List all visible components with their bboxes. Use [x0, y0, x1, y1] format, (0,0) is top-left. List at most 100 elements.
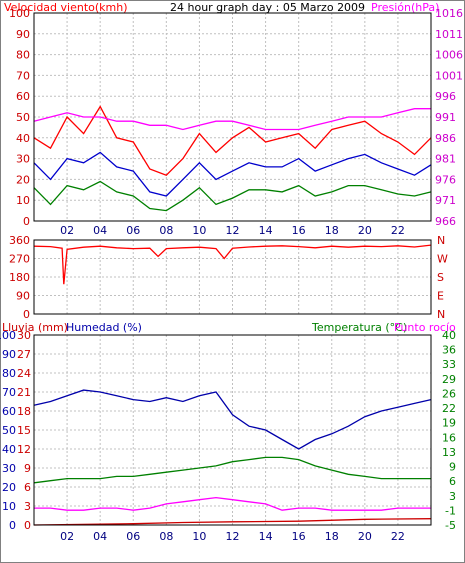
temperature-tick-label: 9 — [449, 461, 456, 474]
pressure-y-ticks: 966 971 976 981 986 991 996 1001 1006 1011 1016 — [435, 7, 463, 228]
x-tick-label: 10 — [192, 530, 206, 543]
temperature-tick-label: 13 — [442, 446, 456, 459]
x-tick-label: 06 — [126, 530, 140, 543]
temperature-tick-label: 33 — [442, 358, 456, 371]
direction-plot-frame — [33, 239, 432, 315]
temperature-tick-label: -5 — [445, 519, 456, 532]
wind-average-line — [33, 151, 432, 197]
temperature-tick-label: 36 — [442, 344, 456, 357]
humidity-tick-label: 50 — [2, 424, 16, 437]
temperature-tick-label: 26 — [442, 387, 456, 400]
wind-tick-label: 70 — [16, 69, 30, 82]
x-tick-label: 16 — [292, 224, 306, 237]
wind-direction-line — [33, 244, 432, 285]
pressure-tick-label: 991 — [435, 111, 456, 124]
pressure-tick-label: 986 — [435, 132, 456, 145]
lower-x-ticks: 02 04 06 08 10 12 14 16 18 20 22 — [60, 530, 405, 543]
rain-tick-label: 27 — [17, 348, 31, 361]
wind-plot-frame — [33, 12, 432, 222]
direction-tick-label: 270 — [9, 253, 30, 266]
x-tick-label: 16 — [292, 530, 306, 543]
rain-axis-title: Lluvia (mm) — [2, 321, 68, 334]
pressure-tick-label: 976 — [435, 173, 456, 186]
humidity-tick-label: 10 — [2, 500, 16, 513]
rain-tick-label: 9 — [24, 462, 31, 475]
wind-tick-label: 100 — [9, 7, 30, 20]
direction-grid — [34, 240, 431, 314]
wind-tick-label: 10 — [16, 194, 30, 207]
temperature-tick-label: 22 — [442, 402, 456, 415]
wind-tick-label: 90 — [16, 28, 30, 41]
x-tick-label: 08 — [159, 224, 173, 237]
rain-tick-label: 0 — [24, 519, 31, 532]
humidity-tick-label: 70 — [2, 386, 16, 399]
x-tick-label: 22 — [391, 530, 405, 543]
wind-y-ticks: 0 10 20 30 40 50 60 70 80 90 100 — [9, 7, 30, 228]
wind-tick-label: 60 — [16, 90, 30, 103]
x-tick-label: 10 — [192, 224, 206, 237]
pressure-tick-label: 966 — [435, 215, 456, 228]
wind-gust-line — [33, 105, 432, 176]
x-tick-label: 22 — [391, 224, 405, 237]
pressure-line — [33, 108, 431, 131]
wind-pressure-panel: 0 10 20 30 40 50 60 70 80 90 100 966 971 976 981 986 99… — [9, 7, 463, 237]
temperature-axis-title: Temperatura (°C) — [311, 321, 407, 334]
lower-plot-area — [34, 335, 431, 525]
x-tick-label: 04 — [93, 530, 107, 543]
pressure-tick-label: 981 — [435, 153, 456, 166]
temperature-tick-label: 6 — [449, 475, 456, 488]
x-tick-label: 04 — [93, 224, 107, 237]
lower-plot-frame — [33, 334, 432, 526]
rain-tick-label: 18 — [17, 405, 31, 418]
direction-tick-label: 180 — [9, 271, 30, 284]
wind-tick-label: 20 — [16, 173, 30, 186]
wind-tick-label: 0 — [23, 215, 30, 228]
pressure-tick-label: 971 — [435, 194, 456, 207]
wind-low-line — [33, 180, 432, 212]
humidity-tick-label: 60 — [2, 405, 16, 418]
rain-tick-label: 15 — [17, 424, 31, 437]
rain-tick-label: 6 — [24, 481, 31, 494]
rain-tick-label: 30 — [17, 329, 31, 342]
pressure-axis-title: Presión(hPa) — [371, 1, 439, 14]
humidity-axis-title: Humedad (%) — [66, 321, 142, 334]
x-tick-label: 18 — [325, 530, 339, 543]
temperature-tick-label: 3 — [449, 490, 456, 503]
pressure-tick-label: 1016 — [435, 7, 463, 20]
wind-axis-title: Velocidad viento(kmh) — [4, 1, 128, 14]
temperature-tick-label: 40 — [442, 329, 456, 342]
temperature-line — [33, 456, 431, 484]
x-tick-label: 20 — [358, 530, 372, 543]
humidity-tick-label: 90 — [2, 348, 16, 361]
x-tick-label: 02 — [60, 224, 74, 237]
x-tick-label: 08 — [159, 530, 173, 543]
humidity-tick-label: 20 — [2, 481, 16, 494]
direction-y-ticks: 0 90 180 270 360 — [9, 234, 30, 321]
direction-tick-label: 90 — [16, 290, 30, 303]
humidity-tick-label: 40 — [2, 443, 16, 456]
compass-tick-label: E — [437, 290, 444, 303]
x-tick-label: 12 — [226, 224, 240, 237]
wind-tick-label: 30 — [16, 153, 30, 166]
direction-tick-label: 360 — [9, 234, 30, 247]
rain-tick-label: 12 — [17, 443, 31, 456]
rain-tick-label: 21 — [17, 386, 31, 399]
compass-tick-label: W — [437, 253, 448, 266]
dew-point-axis-title: Punto rocío — [394, 321, 456, 334]
rain-tick-label: 3 — [24, 500, 31, 513]
rain-tick-label: 24 — [17, 367, 31, 380]
temperature-tick-label: -1 — [445, 504, 456, 517]
rain-y-ticks: 0 3 6 9 12 15 18 21 24 27 30 — [17, 329, 31, 532]
pressure-tick-label: 1006 — [435, 49, 463, 62]
x-tick-label: 14 — [259, 530, 273, 543]
compass-tick-label: S — [437, 271, 444, 284]
pressure-tick-label: 1011 — [435, 28, 463, 41]
chart-title: 24 hour graph day : 05 Marzo 2009 — [170, 1, 365, 14]
humidity-tick-label: 30 — [2, 462, 16, 475]
lower-series — [33, 389, 432, 526]
x-tick-label: 02 — [60, 530, 74, 543]
compass-tick-label: N — [437, 308, 445, 321]
compass-tick-label: N — [437, 234, 445, 247]
x-tick-label: 18 — [325, 224, 339, 237]
x-tick-label: 14 — [259, 224, 273, 237]
